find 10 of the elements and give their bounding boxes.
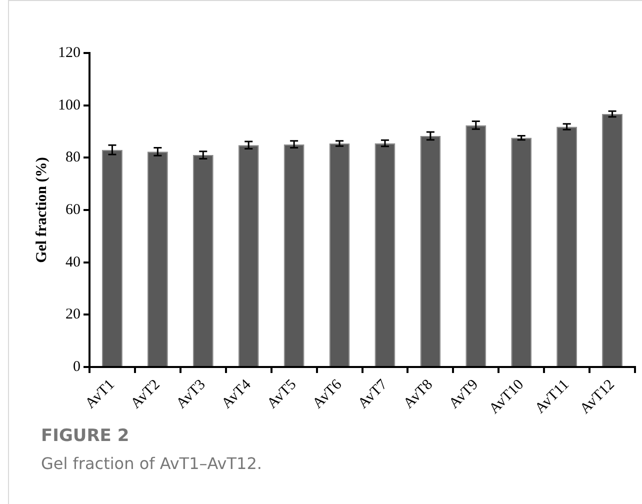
y-tick-label: 60: [66, 202, 80, 218]
y-tick-label: 100: [58, 97, 80, 114]
y-tick-label: 0: [73, 358, 80, 375]
y-tick-label: 80: [66, 150, 80, 166]
y-tick-label: 120: [58, 44, 80, 61]
text: Gel fraction of AvT1–AvT12.: [41, 454, 262, 473]
y-tick-label: 40: [66, 254, 80, 270]
y-tick-label: 20: [66, 306, 80, 323]
y-axis-title: Gel fraction (%): [34, 157, 50, 263]
caption: FIGURE 2: [41, 426, 130, 446]
